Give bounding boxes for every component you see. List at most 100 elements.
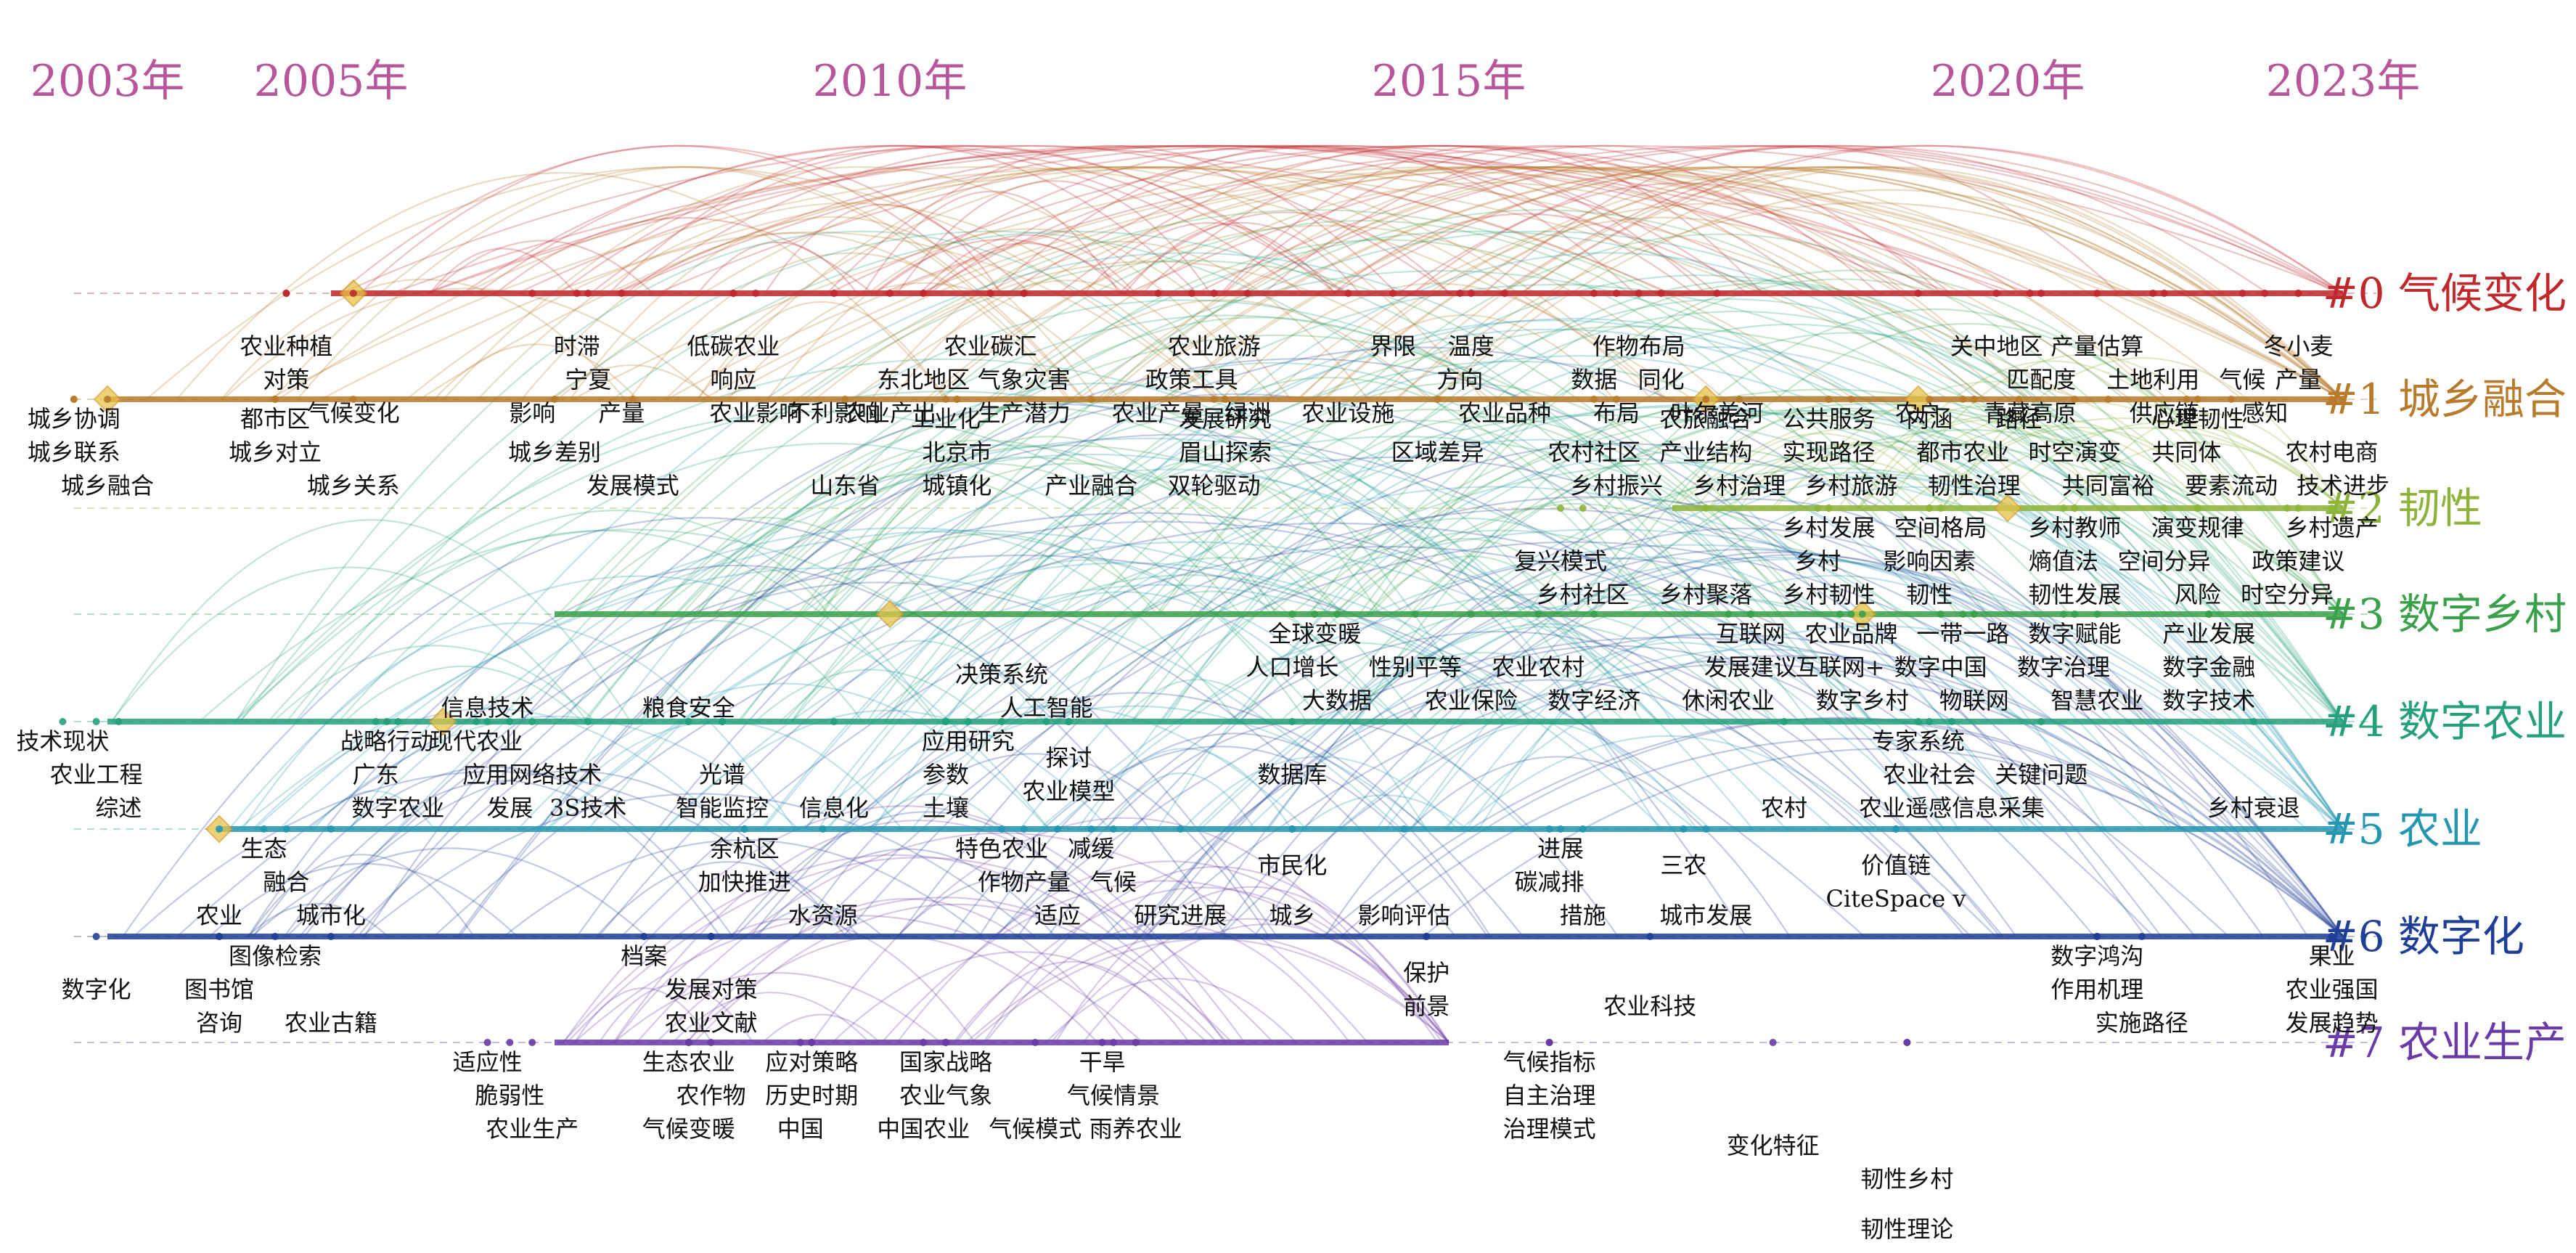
citation-arc bbox=[842, 496, 2344, 937]
keyword-node bbox=[2149, 290, 2157, 297]
citation-arc bbox=[547, 541, 1834, 830]
citation-arc bbox=[1263, 144, 1943, 294]
citation-arc bbox=[1254, 553, 2344, 937]
citation-arc bbox=[1446, 633, 1959, 830]
keyword-label: 工业化 bbox=[911, 405, 981, 433]
citation-arc bbox=[797, 317, 1720, 615]
keyword-label: 农村社区 bbox=[1547, 438, 1640, 466]
keyword-label: 农村 bbox=[1761, 794, 1807, 822]
keyword-label: 自主治理 bbox=[1503, 1082, 1596, 1109]
citation-arc bbox=[862, 190, 1120, 294]
citation-arc bbox=[1356, 658, 1530, 722]
keyword-node bbox=[1702, 396, 1710, 403]
citation-arc bbox=[621, 546, 2154, 937]
citation-arc bbox=[851, 166, 2131, 400]
keyword-node bbox=[1725, 611, 1732, 618]
citation-arc bbox=[1115, 298, 2344, 722]
keyword-node bbox=[2138, 933, 2146, 940]
citation-arc bbox=[897, 443, 2344, 937]
citation-arc bbox=[221, 278, 626, 400]
citation-arc bbox=[1019, 404, 2344, 830]
keyword-node bbox=[719, 718, 726, 725]
keyword-label: 产业融合 bbox=[1044, 472, 1137, 499]
keyword-label: 作物布局 bbox=[1592, 332, 1685, 360]
keyword-node bbox=[1780, 718, 1788, 725]
keyword-node bbox=[740, 825, 748, 833]
citation-arc bbox=[756, 848, 1056, 937]
keyword-node bbox=[796, 1039, 804, 1046]
citation-arc bbox=[784, 283, 2326, 722]
citation-arc bbox=[443, 166, 1275, 400]
citation-arc bbox=[1144, 663, 2344, 937]
citation-arc bbox=[896, 860, 1444, 1043]
keyword-label: 空间分异 bbox=[2118, 547, 2211, 575]
keyword-label: 响应 bbox=[710, 366, 756, 393]
keyword-node bbox=[2328, 396, 2336, 403]
keyword-node bbox=[1501, 290, 1508, 297]
keyword-label: 水资源 bbox=[788, 902, 858, 929]
keyword-label: 治理模式 bbox=[1503, 1115, 1596, 1143]
keyword-node bbox=[1825, 396, 1833, 403]
citation-arc bbox=[804, 317, 2344, 830]
keyword-label: 山东省 bbox=[810, 472, 880, 499]
keyword-node bbox=[1959, 396, 1967, 403]
citation-arc bbox=[338, 144, 1031, 294]
keyword-label: 应用研究 bbox=[922, 727, 1015, 755]
keyword-node bbox=[986, 290, 994, 297]
citation-arc bbox=[1375, 472, 2344, 830]
keyword-node bbox=[372, 718, 380, 725]
citation-arc bbox=[875, 144, 1695, 294]
citation-arc bbox=[1015, 299, 1430, 400]
keyword-label: 空间格局 bbox=[1894, 514, 1987, 542]
keyword-node bbox=[1926, 396, 1934, 403]
citation-arc bbox=[1335, 538, 1596, 615]
keyword-node bbox=[506, 718, 514, 725]
citation-arc bbox=[1141, 160, 1706, 294]
citation-arc bbox=[286, 230, 1860, 722]
keyword-label: 复兴模式 bbox=[1514, 547, 1607, 575]
keyword-label: 供应链 bbox=[2130, 399, 2199, 427]
keyword-node bbox=[942, 396, 949, 403]
keyword-label: 韧性 bbox=[1906, 581, 1953, 608]
keyword-label: 减缓 bbox=[1068, 835, 1114, 862]
citation-arc bbox=[693, 903, 1218, 1043]
citation-arc bbox=[1103, 634, 2344, 937]
citation-arc bbox=[1426, 597, 2013, 722]
citation-arc bbox=[998, 377, 1661, 615]
keyword-node bbox=[1400, 825, 1408, 833]
citation-arc bbox=[652, 405, 1406, 615]
keyword-node bbox=[2093, 933, 2101, 940]
keyword-node bbox=[1926, 718, 1934, 725]
citation-arc bbox=[1306, 388, 2344, 615]
keyword-node bbox=[104, 396, 111, 403]
keyword-label: 三农 bbox=[1660, 852, 1706, 879]
citation-arc bbox=[868, 793, 1002, 830]
citation-arc bbox=[1193, 498, 2309, 937]
keyword-node bbox=[1903, 1039, 1911, 1046]
citation-arc bbox=[931, 171, 2011, 400]
citation-arc bbox=[1127, 144, 2344, 294]
keyword-node bbox=[1087, 825, 1095, 833]
citation-arc bbox=[1486, 441, 2344, 615]
keyword-label: 东北地区 bbox=[877, 366, 970, 393]
citation-arc bbox=[697, 301, 946, 400]
citation-arc bbox=[896, 876, 1132, 937]
citation-arc bbox=[832, 951, 1208, 1043]
citation-arc bbox=[1357, 738, 2344, 937]
keyword-label: 农业生产 bbox=[486, 1115, 578, 1143]
keyword-node bbox=[998, 825, 1005, 833]
keyword-label: 农业社会 bbox=[1883, 761, 1976, 788]
citation-arc bbox=[951, 746, 1489, 937]
keyword-label: 时空分异 bbox=[2241, 581, 2334, 608]
keyword-node bbox=[2205, 611, 2213, 618]
keyword-label: 作用机理 bbox=[2050, 976, 2143, 1003]
keyword-node bbox=[1031, 1039, 1039, 1046]
keyword-label: 乡村治理 bbox=[1693, 472, 1786, 499]
citation-arc bbox=[811, 239, 1958, 615]
citation-arc bbox=[303, 581, 1457, 937]
keyword-label: 加快推进 bbox=[698, 868, 791, 896]
citation-arc bbox=[1234, 409, 2344, 722]
keyword-label: 数字技术 bbox=[2162, 687, 2255, 714]
keyword-label: 参数 bbox=[923, 761, 969, 788]
citation-arc bbox=[361, 793, 1036, 937]
